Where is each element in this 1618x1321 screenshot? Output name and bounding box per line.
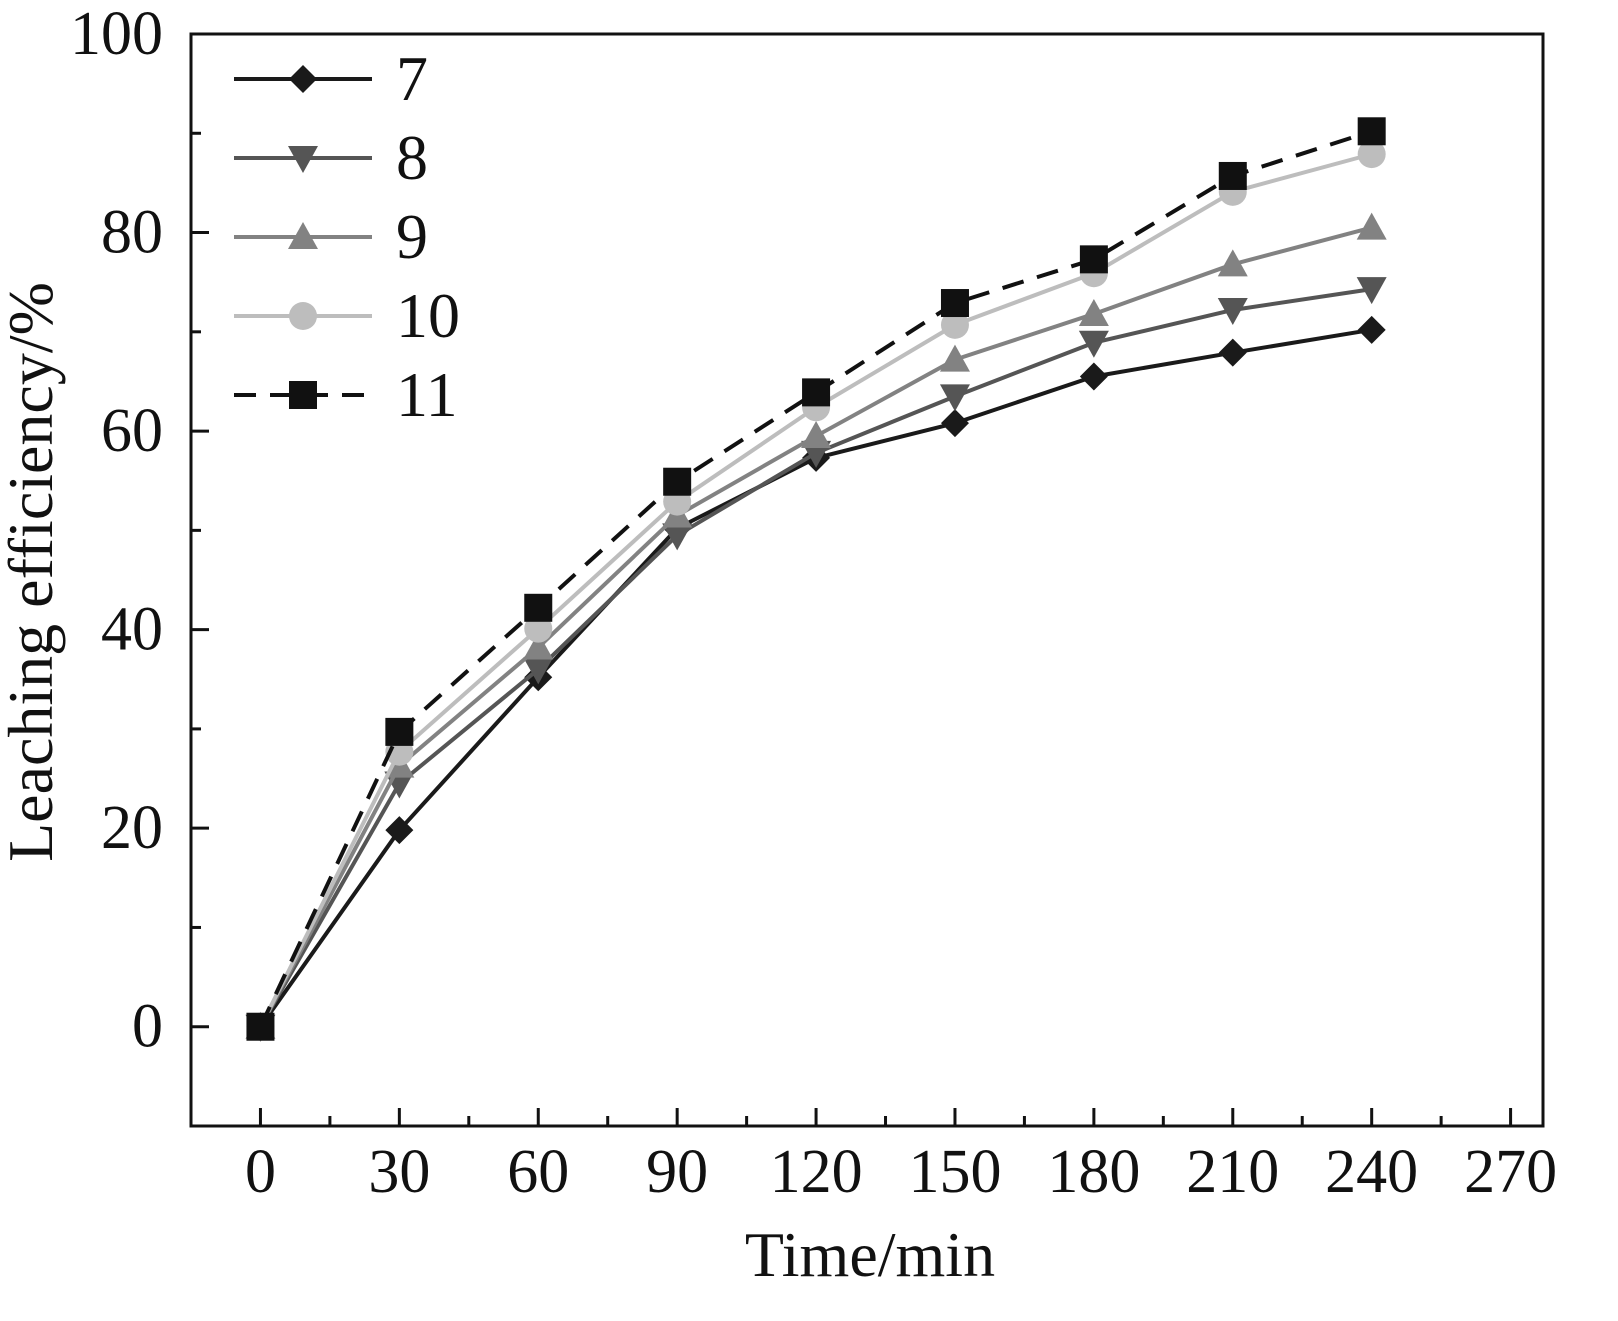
legend-marker: [289, 381, 317, 409]
series-9-point: [939, 344, 970, 372]
legend-marker: [289, 65, 317, 93]
plot-frame: [189, 32, 1545, 1128]
series-9-point: [1356, 212, 1387, 240]
series-9-point: [523, 632, 554, 660]
x-tick-label: 240: [1325, 1138, 1418, 1206]
series-11-point: [802, 378, 831, 407]
y-tick-label: 0: [132, 993, 163, 1061]
series-8-point: [1356, 277, 1387, 305]
legend-item-7: 7: [234, 43, 428, 114]
x-tick-label: 210: [1186, 1138, 1279, 1206]
series-11-point: [524, 593, 553, 622]
series-7-point: [940, 409, 969, 438]
y-tick-label: 100: [70, 0, 163, 68]
legend-item-9: 9: [234, 201, 428, 272]
series-10: [246, 140, 1386, 1041]
series-9-point: [801, 421, 832, 449]
series-8-point: [523, 657, 554, 685]
series-11-point: [246, 1012, 275, 1041]
x-axis-title: Time/min: [745, 1219, 995, 1290]
legend-item-11: 11: [234, 359, 458, 430]
series-8-point: [1078, 330, 1109, 358]
series-11-point: [385, 717, 414, 746]
x-tick-label: 270: [1464, 1138, 1557, 1206]
series-7-point: [1079, 362, 1108, 391]
y-tick-label: 20: [101, 794, 163, 862]
x-tick-label: 30: [368, 1138, 430, 1206]
y-tick-label: 40: [101, 596, 163, 664]
legend-item-8: 8: [234, 122, 428, 193]
series-7-point: [385, 816, 414, 845]
legend-label: 8: [396, 122, 428, 193]
series-11-point: [1357, 117, 1386, 146]
y-axis-title: Leaching efficiency/%: [0, 282, 66, 862]
series-9-point: [1217, 249, 1248, 277]
y-tick-label: 80: [101, 199, 163, 267]
series-11-point: [940, 289, 969, 318]
legend-label: 10: [396, 280, 460, 351]
series-11-point: [1079, 245, 1108, 274]
series-8-point: [662, 523, 693, 551]
series-10-point: [1357, 140, 1386, 169]
x-tick-label: 180: [1047, 1138, 1140, 1206]
series-10-point: [940, 310, 969, 339]
legend-label: 11: [396, 359, 458, 430]
x-tick-label: 90: [646, 1138, 708, 1206]
x-tick-label: 120: [770, 1138, 863, 1206]
series-7-point: [1357, 315, 1386, 344]
x-tick-label: 60: [507, 1138, 569, 1206]
legend-label: 9: [396, 201, 428, 272]
legend-label: 7: [396, 43, 428, 114]
series-11-point: [1218, 161, 1247, 190]
legend-item-10: 10: [234, 280, 460, 351]
y-tick-label: 60: [101, 397, 163, 465]
series-7-point: [1218, 338, 1247, 367]
series-8-point: [1217, 297, 1248, 325]
legend-marker: [289, 302, 317, 330]
series-11: [246, 117, 1386, 1041]
legend-marker: [288, 222, 318, 249]
x-tick-label: 0: [245, 1138, 276, 1206]
x-tick-label: 150: [908, 1138, 1001, 1206]
series-8-point: [939, 384, 970, 412]
series-11-point: [663, 467, 692, 496]
series-9-point: [1078, 298, 1109, 326]
legend-marker: [288, 146, 318, 173]
